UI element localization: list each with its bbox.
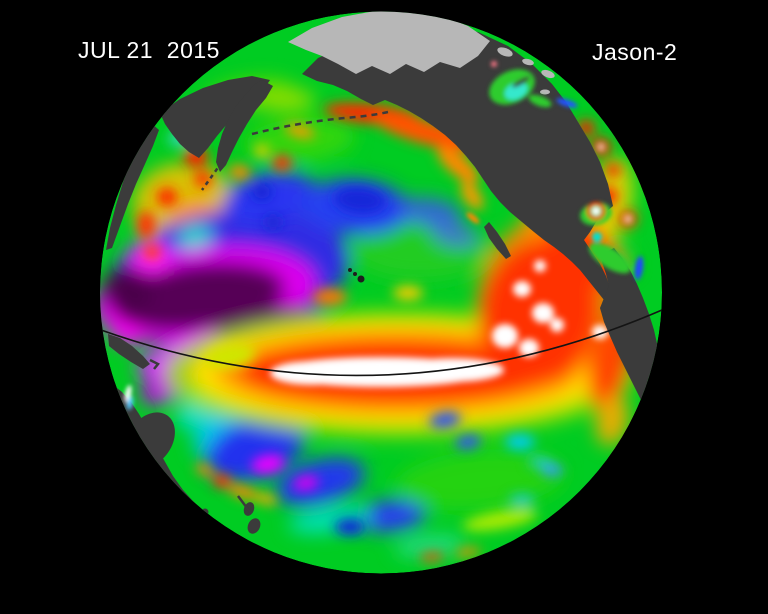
land-baja-california [484,222,511,259]
land-kamchatka [216,80,273,172]
equator-line [100,309,662,377]
date-label: JUL 21 2015 [78,37,220,63]
satellite-label: Jason-2 [592,39,678,65]
land-asia-coast [106,122,159,250]
aleutian-islands [251,110,389,136]
ssh-anomaly-white-cores [270,143,632,387]
globe [100,11,662,574]
ssh-anomaly-field-soft [100,77,635,558]
arctic-ice-cap [288,11,490,74]
hawaii-islands [348,268,365,283]
new-guinea-island-hook [149,358,160,370]
land-new-guinea [108,334,150,369]
land-siberia [160,76,270,158]
land-new-zealand [237,495,261,534]
labrador-sea-sliver [556,98,578,108]
land-south-america [600,248,662,416]
coastal-water-details [124,61,644,410]
caribbean-sea [588,242,632,274]
kuril-islands [200,161,224,191]
